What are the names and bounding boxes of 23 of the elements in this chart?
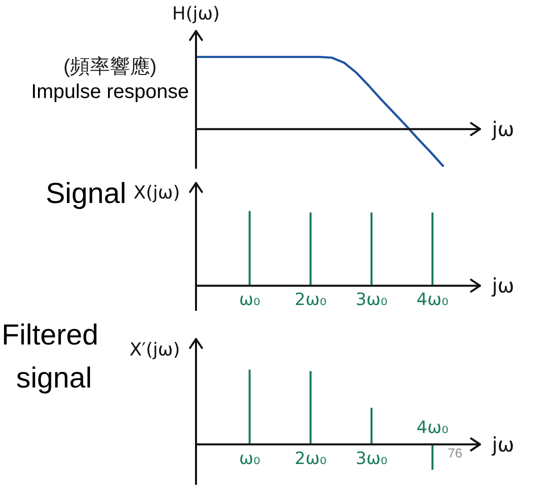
annotation: 4ω₀ xyxy=(416,418,449,438)
x-tick-label: 2ω₀ xyxy=(294,448,327,469)
x-tick-label: ω₀ xyxy=(239,448,260,469)
text: Impulse response xyxy=(31,81,189,103)
chart-subtitle: (頻率響應) xyxy=(63,56,157,78)
chart-title: Signal xyxy=(46,178,126,210)
x-tick-label: 2ω₀ xyxy=(294,290,327,310)
x-tick-label: 3ω₀ xyxy=(356,290,388,310)
x-tick-label: ω₀ xyxy=(239,290,260,310)
y-axis-title: X′(jω) xyxy=(129,340,180,360)
chart-title: Filtered signal xyxy=(2,320,106,394)
bar xyxy=(248,370,251,444)
y-axis-title: X(jω) xyxy=(134,182,180,204)
x-tick-label: 4ω₀ xyxy=(416,290,449,310)
annotation: 76 xyxy=(448,446,462,460)
y-axis-title: H(jω) xyxy=(172,4,220,24)
bar xyxy=(310,371,312,444)
bar xyxy=(431,444,434,470)
x-axis-title: jω xyxy=(491,274,514,298)
bar xyxy=(370,408,373,444)
x-axis-title: jω xyxy=(491,117,514,142)
x-tick-label: 3ω₀ xyxy=(356,448,388,469)
x-axis-title: jω xyxy=(491,432,514,456)
